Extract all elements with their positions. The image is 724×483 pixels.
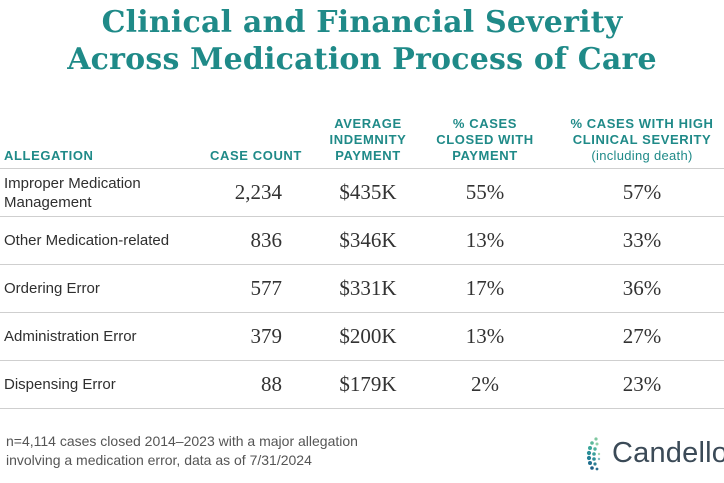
header-severity-line-2: CLINICAL SEVERITY: [572, 132, 712, 147]
payment-cell: $200K: [339, 324, 397, 348]
payment-cell: $179K: [339, 372, 397, 396]
severity-cell: 27%: [622, 324, 662, 348]
closed-cell: 2%: [471, 372, 499, 396]
case-count-cell: 2,234: [234, 180, 282, 204]
closed-cell: 13%: [465, 228, 505, 252]
candello-logo: Candello: [586, 434, 724, 474]
table-header: ALLEGATION CASE COUNT AVERAGE INDEMNITY …: [0, 112, 724, 169]
severity-table: ALLEGATION CASE COUNT AVERAGE INDEMNITY …: [0, 112, 724, 409]
severity-cell: 57%: [622, 180, 662, 204]
footnote: n=4,114 cases closed 2014–2023 with a ma…: [6, 432, 358, 470]
header-closed-line-1: % CASES: [452, 116, 518, 131]
table-row: Dispensing Error 88 $179K 2% 23%: [0, 361, 724, 409]
title-line-1: Clinical and Financial Severity: [101, 5, 623, 40]
closed-cell: 55%: [465, 180, 505, 204]
table-row: Ordering Error 577 $331K 17% 36%: [0, 265, 724, 313]
closed-cell: 13%: [465, 324, 505, 348]
header-case-count: CASE COUNT: [210, 148, 302, 163]
case-count-cell: 88: [261, 372, 282, 396]
case-count-cell: 379: [250, 324, 283, 348]
case-count-cell: 577: [250, 276, 283, 300]
header-closed-line-2: CLOSED WITH: [436, 132, 534, 147]
case-count-cell: 836: [250, 228, 283, 252]
footnote-line-1: n=4,114 cases closed 2014–2023 with a ma…: [6, 433, 358, 449]
header-closed-with-payment: % CASES CLOSED WITH PAYMENT: [430, 116, 540, 164]
payment-cell: $346K: [339, 228, 397, 252]
severity-cell: 36%: [622, 276, 662, 300]
payment-cell: $435K: [339, 180, 397, 204]
header-severity-sub: (including death): [591, 148, 693, 163]
closed-cell: 17%: [465, 276, 505, 300]
severity-cell: 33%: [622, 228, 662, 252]
header-allegation: ALLEGATION: [4, 148, 94, 163]
header-avg-payment-line-2: INDEMNITY: [329, 132, 407, 147]
allegation-cell: Administration Error: [4, 328, 137, 345]
payment-cell: $331K: [339, 276, 397, 300]
candello-dots-logo-icon: [586, 437, 601, 471]
footnote-line-2: involving a medication error, data as of…: [6, 452, 312, 468]
allegation-cell: Dispensing Error: [4, 376, 116, 393]
allegation-cell: Other Medication-related: [4, 232, 170, 249]
allegation-cell: Improper Medication Management: [4, 174, 141, 211]
table-row: Other Medication-related 836 $346K 13% 3…: [0, 217, 724, 265]
table-row: Improper Medication Management 2,234 $43…: [0, 169, 724, 217]
title-line-2: Across Medication Process of Care: [67, 42, 657, 77]
header-avg-payment: AVERAGE INDEMNITY PAYMENT: [318, 116, 418, 164]
page-title: Clinical and Financial Severity Across M…: [0, 4, 724, 78]
allegation-cell: Ordering Error: [4, 280, 100, 297]
header-closed-line-3: PAYMENT: [452, 148, 518, 163]
header-avg-payment-line-1: AVERAGE: [334, 116, 402, 131]
header-high-severity: % CASES WITH HIGH CLINICAL SEVERITY (inc…: [560, 116, 724, 164]
severity-cell: 23%: [622, 372, 662, 396]
table-row: Administration Error 379 $200K 13% 27%: [0, 313, 724, 361]
header-severity-line-1: % CASES WITH HIGH: [570, 116, 714, 131]
logo-wordmark: Candello: [612, 437, 724, 469]
header-avg-payment-line-3: PAYMENT: [335, 148, 401, 163]
